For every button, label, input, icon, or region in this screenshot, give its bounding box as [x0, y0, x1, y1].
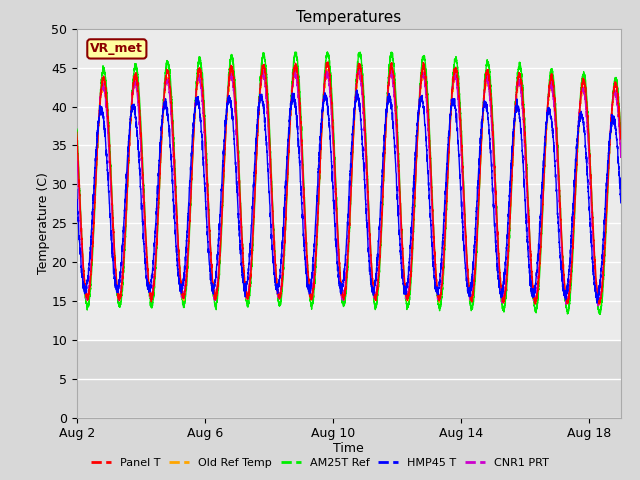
Bar [77, 340, 621, 418]
Title: Temperatures: Temperatures [296, 10, 401, 25]
Y-axis label: Temperature (C): Temperature (C) [36, 172, 50, 274]
Legend: Panel T, Old Ref Temp, AM25T Ref, HMP45 T, CNR1 PRT: Panel T, Old Ref Temp, AM25T Ref, HMP45 … [86, 453, 554, 472]
X-axis label: Time: Time [333, 442, 364, 455]
Text: VR_met: VR_met [90, 42, 143, 55]
